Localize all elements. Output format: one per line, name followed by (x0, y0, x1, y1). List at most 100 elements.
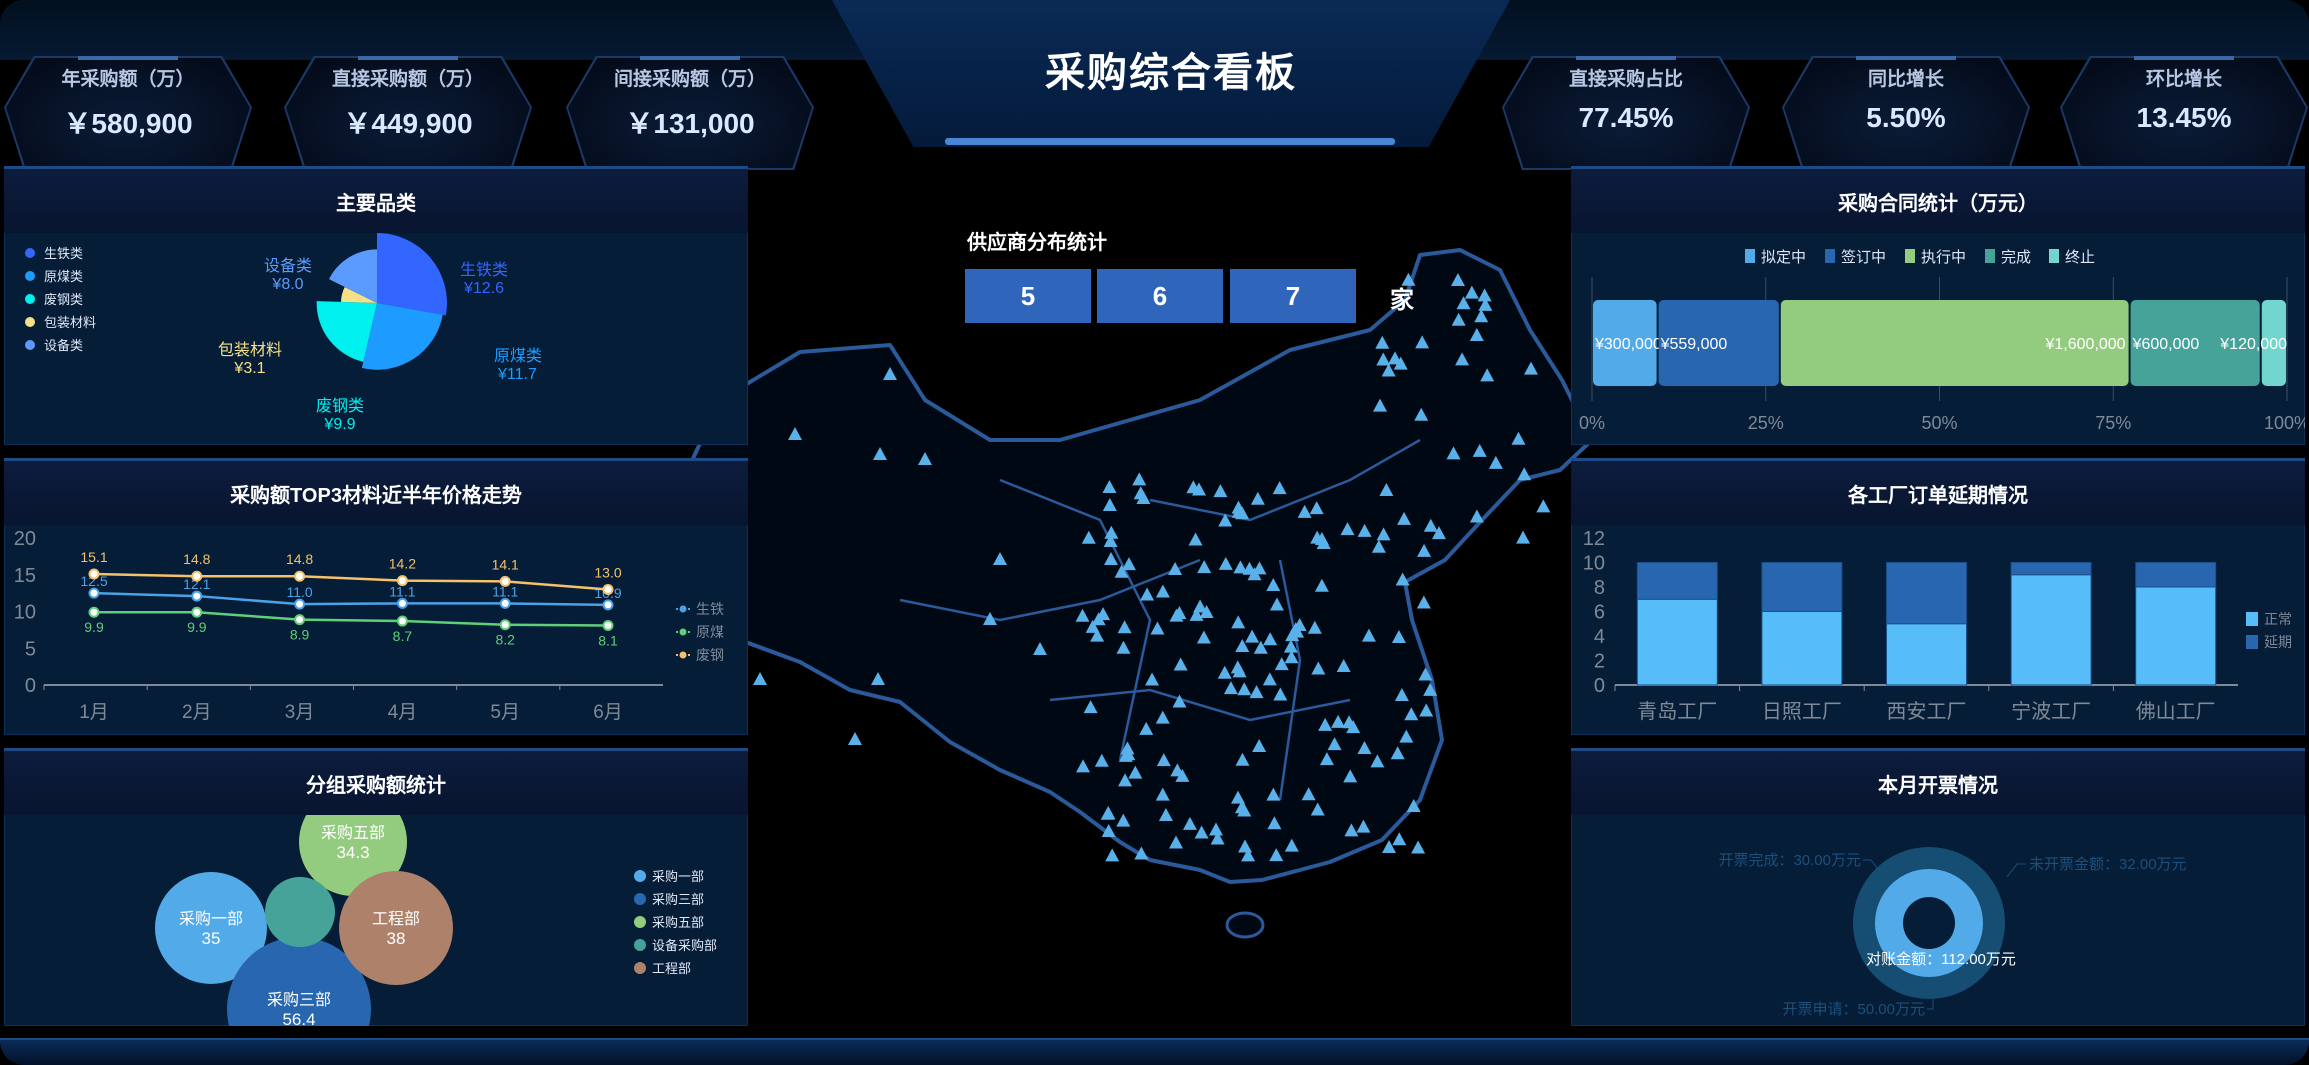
supplier-marker-triangle-icon (1455, 352, 1470, 366)
supplier-marker-triangle-icon (1469, 509, 1484, 523)
supplier-marker-triangle-icon (1394, 687, 1409, 701)
kpi-label: 同比增长 (1867, 69, 1944, 90)
legend-dot (634, 916, 646, 928)
supplier-marker-triangle-icon (1253, 640, 1268, 654)
supplier-marker-triangle-icon (1145, 672, 1160, 686)
bubble-label: 采购五部 (321, 824, 385, 842)
supplier-marker-triangle-icon (1480, 368, 1495, 382)
data-label: 11.1 (492, 583, 518, 599)
supplier-marker-triangle-icon (1451, 312, 1466, 326)
supplier-marker-triangle-icon (1231, 504, 1246, 518)
data-point (602, 619, 614, 631)
supplier-marker-triangle-icon (1235, 752, 1250, 766)
data-label: 14.8 (286, 551, 313, 567)
slice-label: 设备类 (264, 257, 312, 275)
supplier-marker-triangle-icon (1193, 599, 1208, 613)
supplier-marker-triangle-icon (1370, 754, 1385, 768)
supplier-marker-triangle-icon (1102, 497, 1117, 511)
bubble-value: 38 (387, 929, 406, 948)
kpi-value: ￥449,900 (343, 108, 473, 139)
supplier-marker-triangle-icon (1450, 272, 1465, 286)
supplier-marker-triangle-icon (1418, 667, 1433, 681)
supplier-digit: 7 (1230, 269, 1356, 323)
kpi-direct-ratio: 直接采购占比 77.45% (1502, 56, 1750, 170)
x-tick-label: 青岛工厂 (1637, 700, 1717, 723)
legend-label: 采购一部 (652, 869, 704, 884)
supplier-marker-triangle-icon (1414, 407, 1429, 421)
supplier-marker-triangle-icon (1128, 765, 1143, 779)
series-line (93, 591, 609, 607)
supplier-marker-triangle-icon (1472, 443, 1487, 457)
legend-label: 终止 (2065, 249, 2095, 266)
kpi-value: ￥131,000 (625, 108, 755, 139)
data-label: 14.2 (389, 556, 416, 572)
supplier-marker-triangle-icon (1404, 707, 1419, 721)
supplier-marker-triangle-icon (1536, 499, 1551, 513)
y-tick-label: 10 (1583, 553, 1605, 575)
supplier-title: 供应商分布统计 (967, 232, 1107, 254)
leader-line (2006, 863, 2026, 878)
data-point (294, 570, 306, 582)
x-tick-label: 2月 (182, 702, 212, 723)
supplier-marker-triangle-icon (1379, 483, 1394, 497)
stacked-percent-bar-chart: 0% 25% 50% 75% 100% ¥300,000 拟定中 ¥559,000 签订中 ¥1,… (1579, 249, 2305, 433)
bar-segment (1593, 300, 1657, 386)
kpi-value: 5.50% (1866, 102, 1946, 133)
supplier-marker-triangle-icon (1247, 567, 1262, 581)
supplier-marker-triangle-icon (848, 732, 862, 745)
panel-title: 采购额TOP3材料近半年价格走势 (230, 485, 522, 507)
y-tick-label: 4 (1594, 626, 1605, 648)
supplier-marker-triangle-icon (1218, 556, 1233, 570)
supplier-marker-triangle-icon (1155, 787, 1170, 801)
data-point (294, 614, 306, 626)
supplier-marker-triangle-icon (1310, 802, 1325, 816)
supplier-marker-triangle-icon (1233, 560, 1248, 574)
bubble-label: 采购三部 (267, 991, 331, 1009)
supplier-marker-triangle-icon (1085, 619, 1100, 633)
supplier-marker-triangle-icon (1311, 661, 1326, 675)
leader-line (1863, 859, 1882, 874)
supplier-marker-triangle-icon (1393, 356, 1408, 370)
y-tick-label: 12 (1583, 528, 1605, 550)
bar-segment (1636, 598, 1718, 686)
page-title: 采购综合看板 (1045, 51, 1297, 95)
supplier-marker-triangle-icon (1252, 739, 1267, 753)
supplier-marker-triangle-icon (1076, 759, 1091, 773)
supplier-marker-triangle-icon (1197, 560, 1212, 574)
y-tick-label: 15 (14, 565, 36, 587)
x-tick-label: 75% (2095, 413, 2131, 433)
legend-swatch (1745, 249, 1755, 263)
bubble (155, 872, 267, 984)
supplier-marker-triangle-icon (1273, 687, 1288, 701)
legend-label: 设备采购部 (652, 938, 717, 953)
province-border (1049, 688, 1351, 722)
supplier-marker-triangle-icon (1361, 628, 1376, 642)
supplier-marker-triangle-icon (1033, 642, 1047, 655)
kpi-direct-purchase: 直接采购额（万） ￥449,900 (284, 56, 532, 170)
x-tick-label: 5月 (490, 702, 520, 723)
supplier-marker-triangle-icon (1173, 657, 1188, 671)
line-chart: 0 5 10 15 20 1月 2月 3月 4月 5月 6月 12.5 12.1 11.0 11.1 11.1… (14, 528, 724, 723)
supplier-marker-triangle-icon (1223, 681, 1238, 695)
data-label: 8.7 (393, 628, 413, 644)
legend-label: 采购三部 (652, 892, 704, 907)
data-label: 14.1 (492, 556, 519, 572)
legend-label: 正常 (2264, 611, 2292, 627)
bar-segment (2135, 586, 2217, 686)
supplier-marker-triangle-icon (1210, 831, 1225, 845)
kpi-value: 77.45% (1578, 102, 1674, 133)
slice-value: ¥12.6 (463, 280, 504, 297)
bubble (339, 871, 453, 985)
supplier-marker-triangle-icon (1446, 446, 1461, 460)
slice-label: 包装材料 (218, 341, 282, 359)
slice-label: 废钢类 (316, 397, 364, 415)
legend-dot (25, 271, 35, 281)
supplier-marker-triangle-icon (1192, 482, 1207, 496)
supplier-marker-triangle-icon (1284, 650, 1299, 664)
supplier-marker-triangle-icon (1456, 296, 1471, 310)
supplier-marker-triangle-icon (1182, 816, 1197, 830)
data-point (396, 597, 408, 609)
supplier-marker-triangle-icon (1155, 710, 1170, 724)
data-point (191, 570, 203, 582)
